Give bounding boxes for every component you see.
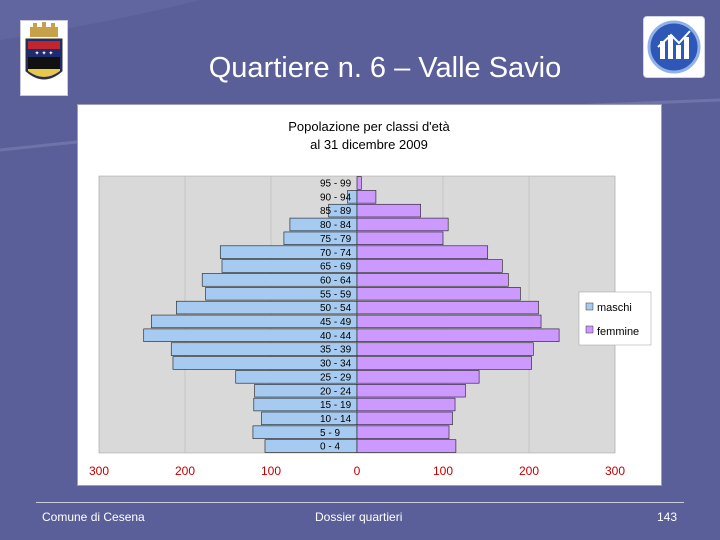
bar-femmine-2 (356, 411, 453, 426)
bar-femmine-1 (356, 425, 450, 439)
footer-organization: Comune di Cesena (42, 510, 145, 524)
bar-maschi-0 (264, 439, 358, 453)
chart-title: Popolazione per classi d'età (288, 119, 450, 134)
x-tick-labels: 300 200 100 0 100 200 300 (89, 464, 625, 478)
x-tick-label: 200 (519, 464, 539, 478)
slide-title: Quartiere n. 6 – Valle Savio (208, 52, 562, 84)
footer-divider (36, 502, 684, 503)
city-coat-of-arms-icon: ✦ ✦ ✦ (20, 20, 68, 96)
bar-maschi-1 (252, 425, 358, 439)
svg-text:✦ ✦ ✦: ✦ ✦ ✦ (35, 50, 54, 57)
category-label: 85 - 89 (320, 206, 352, 217)
category-label: 30 - 34 (320, 359, 352, 370)
legend-swatch-maschi (585, 302, 594, 311)
category-label: 45 - 49 (320, 317, 352, 328)
bar-femmine-4 (356, 384, 466, 398)
legend-label-femmine: femmine (597, 326, 639, 338)
category-label: 80 - 84 (320, 220, 352, 231)
legend: maschi femmine (578, 291, 652, 346)
population-pyramid-chart: Popolazione per classi d'età al 31 dicem… (77, 104, 662, 486)
category-label: 25 - 29 (320, 372, 352, 383)
category-label: 5 - 9 (320, 428, 340, 439)
category-label: 35 - 39 (320, 345, 352, 356)
legend-swatch-femmine (585, 325, 594, 334)
category-label: 55 - 59 (320, 289, 352, 300)
bar-femmine-17 (356, 203, 421, 218)
bar-femmine-8 (356, 328, 560, 342)
chart-subtitle: al 31 dicembre 2009 (310, 137, 428, 152)
bar-femmine-5 (356, 370, 480, 384)
x-tick-label: 300 (605, 464, 625, 478)
category-label: 15 - 19 (320, 400, 352, 411)
bar-femmine-12 (356, 273, 509, 287)
bar-femmine-7 (356, 342, 534, 356)
category-label: 70 - 74 (320, 248, 352, 259)
x-tick-label: 100 (433, 464, 453, 478)
bar-femmine-18 (356, 190, 377, 204)
category-label: 0 - 4 (320, 442, 340, 453)
bar-femmine-13 (356, 259, 503, 273)
x-tick-label: 200 (175, 464, 195, 478)
category-label: 65 - 69 (320, 262, 352, 273)
bar-femmine-6 (356, 356, 532, 370)
category-label: 40 - 44 (320, 331, 352, 342)
bar-femmine-14 (356, 245, 489, 259)
bar-femmine-10 (356, 300, 539, 315)
bar-femmine-0 (356, 439, 457, 453)
bar-femmine-19 (356, 176, 362, 190)
bar-chart-app-icon (643, 16, 705, 78)
bar-femmine-16 (356, 217, 449, 232)
legend-box (578, 291, 652, 346)
category-label: 75 - 79 (320, 234, 352, 245)
category-label: 90 - 94 (320, 192, 352, 203)
footer-document-title: Dossier quartieri (315, 510, 403, 524)
footer-page-number: 143 (657, 510, 678, 524)
category-label: 95 - 99 (320, 179, 352, 190)
bar-femmine-3 (356, 397, 456, 412)
category-labels: 0 - 4 5 - 9 10 - 14 15 - 19 20 - 24 25 - 29 30… (320, 179, 352, 453)
bar-femmine-15 (356, 231, 444, 245)
category-label: 60 - 64 (320, 275, 352, 286)
category-label: 50 - 54 (320, 303, 352, 314)
bar-femmine-9 (356, 314, 542, 329)
x-tick-label: 300 (89, 464, 109, 478)
bars (143, 176, 560, 453)
x-tick-label: 0 (354, 464, 361, 478)
category-label: 20 - 24 (320, 386, 352, 397)
bar-femmine-11 (356, 287, 521, 301)
category-label: 10 - 14 (320, 414, 352, 425)
x-tick-label: 100 (261, 464, 281, 478)
legend-label-maschi: maschi (597, 302, 632, 314)
